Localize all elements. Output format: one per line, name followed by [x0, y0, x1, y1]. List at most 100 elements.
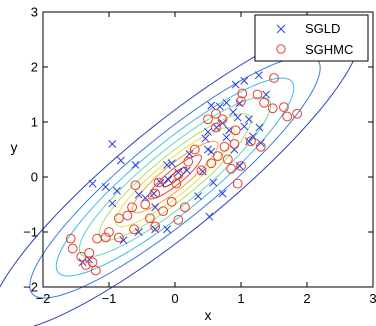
point-sghmc [129, 224, 139, 235]
point-sghmc [158, 206, 169, 217]
point-sghmc [92, 233, 103, 244]
points-layer [65, 71, 303, 276]
point-sghmc [259, 97, 270, 108]
y-tick-label: −1 [23, 225, 38, 240]
point-sgld [207, 101, 216, 110]
contour-line-3 [78, 96, 272, 258]
point-sgld [204, 127, 212, 136]
point-sghmc [153, 177, 164, 188]
point-sgld [151, 225, 160, 234]
point-sgld [194, 192, 203, 201]
point-sgld [254, 71, 263, 80]
point-sghmc [219, 141, 230, 152]
point-sgld [222, 98, 231, 107]
point-sghmc [203, 114, 213, 125]
y-tick-label: 3 [31, 5, 38, 20]
legend-box [254, 14, 369, 62]
point-sghmc [206, 158, 217, 169]
point-sgld [248, 132, 257, 141]
point-sghmc [279, 102, 289, 113]
point-sgld [231, 80, 240, 89]
x-tick-label: 2 [303, 291, 310, 306]
point-sghmc [84, 248, 95, 258]
y-tick-label: 1 [31, 115, 38, 130]
point-sghmc [292, 108, 303, 119]
point-sghmc [269, 73, 279, 83]
point-sghmc [65, 233, 76, 244]
point-sghmc [222, 154, 233, 165]
point-sghmc [150, 221, 161, 232]
point-sgld [240, 122, 249, 131]
point-sghmc [232, 178, 243, 189]
point-sgld [222, 133, 231, 142]
point-sghmc [140, 199, 151, 210]
y-tick-label: 0 [31, 170, 38, 185]
legend-label-sgld: SGLD [305, 21, 340, 36]
point-sghmc [173, 215, 184, 225]
point-sghmc [236, 96, 246, 106]
point-sghmc [104, 227, 114, 237]
point-sgld [262, 90, 271, 99]
x-tick-label: 1 [237, 291, 244, 306]
point-sghmc [76, 251, 87, 262]
point-sghmc [211, 108, 221, 119]
point-sghmc [236, 161, 246, 171]
point-sghmc [114, 232, 124, 243]
point-sgld [156, 178, 165, 187]
point-sgld [163, 225, 172, 234]
point-sgld [218, 189, 227, 198]
point-sgld [151, 203, 160, 212]
point-sgld [88, 179, 97, 188]
point-sghmc [127, 202, 138, 213]
point-sghmc [180, 202, 190, 213]
point-sghmc [166, 196, 177, 207]
point-sghmc [183, 156, 194, 167]
point-sgld [108, 199, 117, 208]
point-sghmc [171, 178, 182, 189]
point-sgld [198, 167, 207, 176]
point-sgld [205, 212, 214, 221]
point-sgld [240, 76, 249, 85]
point-sghmc [189, 144, 200, 155]
contour-layer [0, 22, 361, 326]
point-sgld [215, 102, 224, 111]
point-sgld [174, 168, 183, 177]
y-tick-label: 2 [31, 60, 38, 75]
point-sgld [185, 149, 194, 158]
x-tick-label: −2 [36, 291, 51, 306]
point-sgld [101, 182, 110, 191]
contour-line-7 [148, 154, 202, 200]
point-sghmc [114, 213, 124, 224]
point-sghmc [255, 141, 266, 152]
contour-line-2 [55, 77, 295, 277]
point-sghmc [122, 210, 133, 221]
y-axis-label: y [11, 139, 18, 155]
point-sghmc [237, 88, 248, 99]
point-sgld [244, 115, 253, 124]
point-sgld [112, 186, 121, 195]
point-sgld [167, 159, 176, 168]
point-sghmc [217, 114, 228, 125]
point-sgld [212, 123, 221, 132]
point-sghmc [267, 103, 278, 114]
point-sgld [209, 178, 218, 187]
point-sghmc [130, 180, 141, 191]
point-sgld [230, 145, 239, 154]
tick-layer: −2 −1 0 1 2 3 −2 −1 0 1 2 3 [23, 5, 376, 307]
point-sghmc [246, 136, 256, 147]
point-sghmc [230, 125, 241, 136]
point-sghmc [282, 111, 293, 122]
point-sgld [134, 190, 143, 199]
point-sghmc [150, 188, 161, 199]
point-sghmc [145, 213, 155, 224]
y-tick-label: −2 [23, 280, 38, 295]
point-sghmc [67, 243, 78, 254]
point-sgld [255, 123, 264, 132]
point-sgld [182, 166, 191, 175]
point-sgld [108, 140, 117, 148]
point-sgld [244, 137, 253, 146]
legend-label-sghmc: SGHMC [305, 42, 353, 57]
contour-line-1 [29, 55, 321, 299]
point-sghmc [213, 151, 223, 162]
